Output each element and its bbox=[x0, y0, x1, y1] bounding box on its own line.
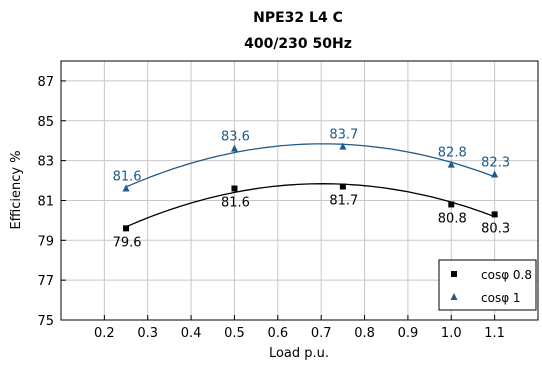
y-tick-label: 79 bbox=[37, 234, 54, 249]
x-axis-label: Load p.u. bbox=[269, 346, 329, 361]
legend-marker-triangle bbox=[450, 293, 458, 300]
data-label: 83.7 bbox=[329, 128, 358, 143]
y-tick-label: 81 bbox=[37, 194, 54, 209]
data-label: 81.6 bbox=[221, 196, 250, 211]
fit-curve-series-1 bbox=[125, 183, 495, 228]
data-labels: 79.6 81.6 81.7 80.8 80.3 81.6 83.6 83.7 82.8 82.3 bbox=[113, 128, 511, 251]
x-tick-label: 0.3 bbox=[137, 326, 158, 341]
x-tick-label: 1.0 bbox=[441, 326, 462, 341]
x-tick-label: 0.5 bbox=[224, 326, 245, 341]
y-axis-label: Efficiency % bbox=[9, 150, 24, 229]
fit-curve-series-2 bbox=[125, 143, 495, 188]
x-tick-label: 0.4 bbox=[181, 326, 202, 341]
fit-curves bbox=[125, 143, 495, 228]
legend-label: cosφ 0.8 bbox=[481, 268, 532, 282]
axis-ticks: 0.2 0.3 0.4 0.5 0.6 0.7 0.8 0.9 1.0 1.1 75 77 79 81 83… bbox=[37, 75, 505, 341]
data-point-square bbox=[448, 201, 455, 208]
plot-area bbox=[60, 60, 539, 321]
legend: cosφ 0.8 cosφ 1 bbox=[438, 259, 537, 311]
data-point-triangle bbox=[339, 142, 347, 150]
data-label: 82.8 bbox=[438, 146, 467, 161]
legend-box bbox=[438, 259, 537, 311]
data-point-triangle bbox=[491, 170, 499, 178]
x-tick-label: 0.8 bbox=[354, 326, 375, 341]
data-point-triangle bbox=[447, 160, 455, 168]
y-tick-label: 77 bbox=[37, 274, 54, 289]
data-label: 80.8 bbox=[438, 211, 467, 226]
x-tick-label: 0.2 bbox=[94, 326, 115, 341]
x-tick-label: 1.1 bbox=[484, 326, 505, 341]
legend-label: cosφ 1 bbox=[481, 291, 521, 305]
y-tick-label: 87 bbox=[37, 75, 54, 90]
chart-title: NPE32 L4 C bbox=[253, 10, 343, 26]
data-point-triangle bbox=[230, 144, 238, 152]
y-tick-label: 75 bbox=[37, 314, 54, 329]
x-tick-label: 0.6 bbox=[267, 326, 288, 341]
data-point-square bbox=[491, 211, 498, 218]
x-tick-label: 0.7 bbox=[311, 326, 332, 341]
y-tick-label: 85 bbox=[37, 115, 54, 130]
x-tick-label: 0.9 bbox=[398, 326, 419, 341]
data-point-triangle bbox=[122, 184, 130, 192]
data-label: 81.7 bbox=[329, 194, 358, 209]
legend-marker-square bbox=[451, 271, 457, 277]
data-label: 79.6 bbox=[113, 235, 142, 250]
chart-subtitle: 400/230 50Hz bbox=[244, 36, 352, 52]
y-tick-label: 83 bbox=[37, 155, 54, 170]
data-point-square bbox=[231, 185, 238, 192]
data-label: 83.6 bbox=[221, 130, 250, 145]
data-point-square bbox=[123, 225, 130, 232]
data-label: 81.6 bbox=[113, 170, 142, 185]
data-points bbox=[122, 142, 499, 232]
data-label: 82.3 bbox=[481, 156, 510, 171]
data-label: 80.3 bbox=[481, 221, 510, 236]
data-point-square bbox=[339, 183, 346, 190]
